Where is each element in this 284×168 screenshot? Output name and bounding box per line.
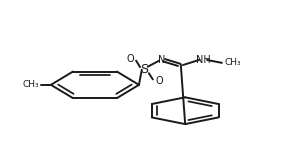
Text: O: O (155, 76, 163, 86)
Text: NH: NH (196, 55, 211, 65)
Text: CH₃: CH₃ (225, 58, 241, 67)
Text: CH₃: CH₃ (22, 80, 39, 89)
Text: S: S (141, 64, 149, 76)
Text: O: O (126, 54, 134, 64)
Text: N: N (158, 55, 165, 65)
